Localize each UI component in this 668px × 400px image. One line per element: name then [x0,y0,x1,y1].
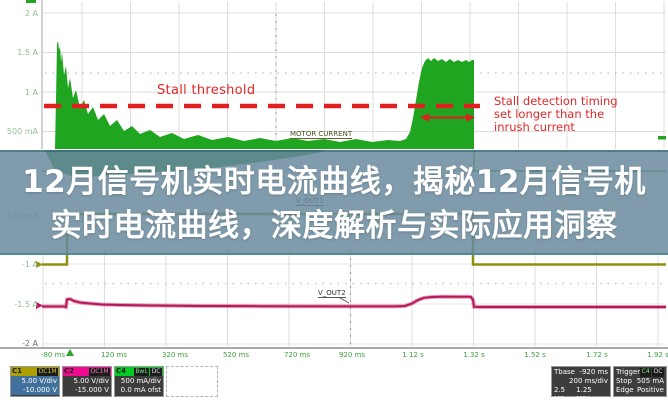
y-axis-label: -1 A [22,260,38,269]
time-axis-label: 1.72 s [586,351,608,359]
trigger-source-badge: C4 [640,368,652,377]
top-edge-marker [26,0,36,3]
banner-title-line2: 实时电流曲线，深度解析与实际应用洞察 [50,208,618,244]
channel-name: C4 [116,367,127,375]
stall-detection-line: Stall detection timing [494,94,618,108]
stall-detection-line: inrush current [494,120,575,134]
y-axis-label: -1.5 A [14,300,38,309]
channel-box-c4[interactable]: C4 BwL DC 500 mA/div 0.0 mA ofst [114,366,164,397]
time-axis-label: 120 ms [100,351,128,359]
timebase-samples: 2.5 MS [554,386,566,400]
trigger-mode: Stop [616,377,632,385]
timebase-label: Tbase [554,368,575,376]
top-grid-vertical [81,2,665,149]
channel-scale: 5.00 V/div [21,377,58,385]
motor-current-annotation: MOTOR CURRENT [290,130,353,139]
timebase-box[interactable]: Tbase -920 ms 200 ms/div 2.5 MS 1.25 MS/… [551,366,611,400]
stall-detection-annotation: Stall detection timing set longer than t… [494,95,618,134]
channel-box-c1[interactable]: C1 DC1M 5.00 V/div -10.000 V [10,366,60,397]
channel-box-c2[interactable]: C2 DC1M 5.00 V/div -15.000 V [62,366,112,397]
channel-offset: -10.000 V [22,386,57,394]
timebase-per-div: 200 ms/div [569,377,608,385]
time-axis-label: 920 ms [338,351,366,359]
channel-name: C1 [12,367,23,375]
top-grid-horizontal [42,12,666,132]
trigger-box[interactable]: Trigger C4 DC Stop 505 mA Edge Positive [613,366,667,397]
time-axis-label: 520 ms [222,351,250,359]
time-axis-label: 1.12 s [402,351,424,359]
banner-title-line1: 12月信号机实时电流曲线，揭秘12月信号机 [22,164,646,200]
time-axis-label: 1.52 s [524,351,546,359]
y-axis-label: -2 A [22,339,38,348]
bottom-grid-vertical [42,251,659,347]
y-axis-label: 2 A [24,9,38,18]
time-axis-label: 320 ms [161,351,189,359]
vout2-pointer-line [339,297,350,304]
stall-detection-line: set longer than the [494,107,605,121]
timebase-rate: 1.25 MS/s [576,386,593,400]
trigger-label: Trigger [616,368,641,376]
stall-timing-arrow [420,113,475,122]
vout2-label: V_OUT2 [318,289,346,298]
channel-offset: -15.000 V [74,386,109,394]
c2-vout2-trace [42,295,666,309]
time-axis-label: 720 ms [283,351,311,359]
stall-threshold-annotation: Stall threshold [157,83,256,98]
trigger-level: 505 mA [636,377,664,385]
c4-right-edge-marker [658,136,666,140]
coupling-badge: DC1M [37,367,58,376]
bwl-badge: BwL [133,367,150,376]
trigger-time-marker-icon [66,349,74,356]
channel-scale: 5.00 V/div [73,377,110,385]
trigger-type: Edge [616,386,634,394]
channel-name: C2 [64,367,75,375]
coupling-badge: DC1M [89,367,110,376]
coupling-badge: DC [150,367,162,376]
time-axis-label: 1.32 s [463,351,485,359]
trigger-coupling-badge: DC [652,368,664,377]
channel-offset: 0.0 mA ofst [120,386,161,394]
y-axis-label: 1 A [24,88,38,97]
c1-ground-marker [36,261,43,268]
title-banner-overlay: 12月信号机实时电流曲线，揭秘12月信号机 实时电流曲线，深度解析与实际应用洞察 [0,150,668,255]
time-axis-label: 1.92 s [647,351,668,359]
time-axis-label: -80 ms [40,351,66,359]
trigger-slope: Positive [637,386,664,394]
timebase-delay: -920 ms [579,368,608,376]
motor-current-trace [55,41,474,149]
empty-channel-slot[interactable] [166,366,218,397]
channel-scale: 500 mA/div [120,377,161,385]
c2-ground-marker [36,302,43,309]
y-axis-label: 500 mA [6,127,38,136]
y-axis-label: 1.5 A [17,48,38,57]
